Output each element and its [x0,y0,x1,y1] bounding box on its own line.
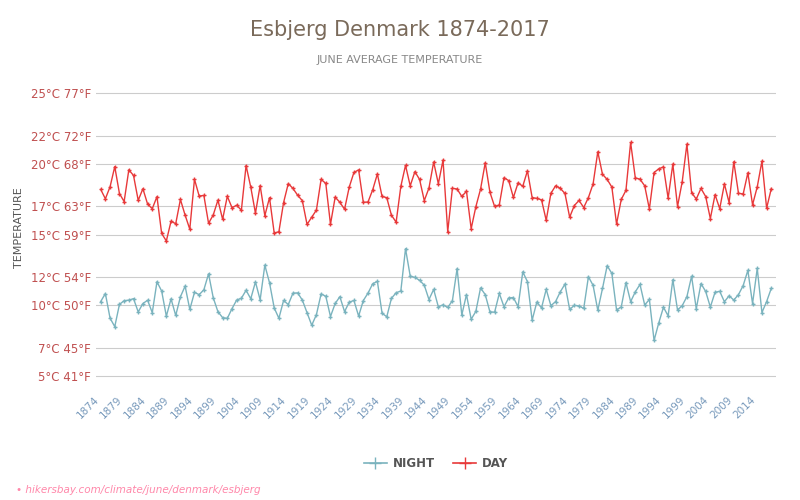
Legend: NIGHT, DAY: NIGHT, DAY [358,452,514,475]
Text: JUNE AVERAGE TEMPERATURE: JUNE AVERAGE TEMPERATURE [317,55,483,65]
Text: Esbjerg Denmark 1874-2017: Esbjerg Denmark 1874-2017 [250,20,550,40]
Text: • hikersbay.com/climate/june/denmark/esbjerg: • hikersbay.com/climate/june/denmark/esb… [16,485,261,495]
Y-axis label: TEMPERATURE: TEMPERATURE [14,187,24,268]
